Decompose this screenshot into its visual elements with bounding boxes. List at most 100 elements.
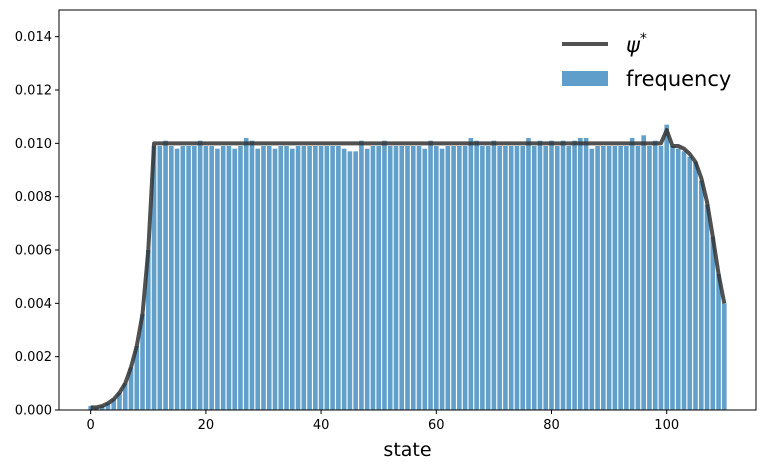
frequency-bar — [485, 146, 491, 410]
frequency-bar — [169, 146, 174, 410]
frequency-bar — [687, 156, 693, 410]
frequency-bar — [238, 146, 243, 410]
frequency-bar — [393, 146, 399, 410]
frequency-bar — [670, 146, 675, 410]
frequency-bar — [192, 146, 197, 410]
y-tick-label: 0.012 — [15, 84, 52, 99]
frequency-bar — [480, 146, 485, 410]
frequency-bar — [318, 146, 324, 410]
x-axis-ticks: 0 20 40 60 80 100 — [87, 410, 679, 433]
y-tick-label: 0.014 — [15, 30, 52, 45]
frequency-bar — [704, 204, 710, 410]
frequency-bar — [359, 140, 364, 411]
y-tick-label: 0.004 — [15, 297, 52, 312]
frequency-bar — [520, 146, 526, 410]
frequency-bar — [284, 146, 289, 410]
frequency-bar — [347, 151, 353, 410]
frequency-bar — [716, 274, 721, 410]
frequency-bar — [652, 140, 658, 411]
frequency-bar — [111, 399, 117, 410]
plot-frame — [58, 9, 757, 411]
frequency-bar — [675, 148, 681, 411]
frequency-bar — [203, 146, 209, 410]
frequency-bar — [376, 146, 381, 410]
x-tick-label: 20 — [198, 418, 215, 433]
frequency-bar — [336, 146, 341, 410]
frequency-bar — [243, 138, 249, 410]
frequency-bar — [537, 140, 543, 411]
x-tick-label: 60 — [428, 418, 445, 433]
legend-label-psi-star: ψ* — [626, 31, 647, 57]
frequency-bar — [693, 162, 698, 410]
frequency-bar — [572, 140, 577, 411]
frequency-bar — [595, 146, 600, 410]
frequency-bar — [434, 146, 439, 410]
frequency-bar — [428, 140, 433, 411]
x-tick-label: 80 — [543, 418, 560, 433]
frequency-bar — [457, 146, 462, 410]
frequency-bar — [180, 146, 186, 410]
x-tick-label: 40 — [313, 418, 330, 433]
frequency-bar — [174, 148, 180, 411]
frequency-bar — [313, 146, 318, 410]
frequency-bar — [543, 146, 549, 410]
frequency-bar — [526, 138, 531, 410]
frequency-bar — [105, 403, 111, 410]
frequency-bar — [618, 146, 623, 410]
frequency-bar — [261, 146, 266, 410]
frequency-bar — [157, 146, 163, 410]
frequency-bar — [382, 140, 387, 411]
frequency-bar — [722, 303, 727, 410]
frequency-bar — [122, 383, 128, 410]
frequency-bar — [307, 146, 312, 410]
frequency-bar — [209, 146, 214, 410]
frequency-bar — [514, 146, 520, 410]
frequency-bar — [560, 140, 566, 411]
frequency-bar — [295, 146, 301, 410]
y-axis-ticks: 0.000 0.002 0.004 0.006 0.008 0.010 0.012 0.014 — [15, 30, 59, 419]
x-tick-label: 0 — [87, 418, 95, 433]
frequency-bar — [301, 146, 307, 410]
frequency-bar — [647, 146, 652, 410]
frequency-bar — [624, 146, 629, 410]
frequency-bar — [278, 146, 284, 410]
frequency-bar — [635, 146, 641, 410]
frequency-bar — [117, 392, 122, 410]
frequency-bar — [497, 146, 502, 410]
frequency-bar — [531, 146, 537, 410]
legend: ψ* frequency — [562, 31, 731, 91]
legend-label-frequency: frequency — [626, 67, 731, 91]
frequency-bar — [658, 146, 664, 410]
frequency-bar — [508, 146, 514, 410]
legend-label-psi-star-superscript: * — [640, 31, 647, 47]
frequency-bar — [710, 236, 716, 410]
y-tick-label: 0.008 — [15, 190, 52, 205]
x-axis-label: state — [383, 439, 431, 461]
frequency-bar — [215, 148, 220, 411]
frequency-bar — [140, 314, 145, 410]
frequency-bar — [491, 140, 497, 411]
frequency-bar — [324, 146, 330, 410]
frequency-bar — [255, 148, 261, 411]
frequency-bar — [606, 146, 612, 410]
frequency-bar — [405, 146, 410, 410]
y-tick-label: 0.000 — [15, 404, 52, 419]
frequency-bar — [641, 135, 646, 410]
frequency-bar — [186, 146, 191, 410]
legend-label-psi-star-text: ψ — [626, 33, 641, 57]
frequency-bar — [583, 138, 589, 410]
frequency-bar — [445, 146, 451, 410]
frequency-bar — [439, 148, 445, 411]
frequency-bar — [451, 146, 456, 410]
frequency-bar — [226, 146, 232, 410]
frequency-bar — [474, 140, 479, 411]
frequency-bar — [134, 346, 140, 410]
frequency-bar — [128, 367, 134, 410]
frequency-bar — [468, 138, 474, 410]
x-tick-label: 100 — [654, 418, 679, 433]
frequency-bar — [681, 151, 687, 410]
frequency-bar — [364, 148, 370, 411]
frequency-bar — [353, 151, 358, 410]
frequency-bar — [462, 146, 468, 410]
